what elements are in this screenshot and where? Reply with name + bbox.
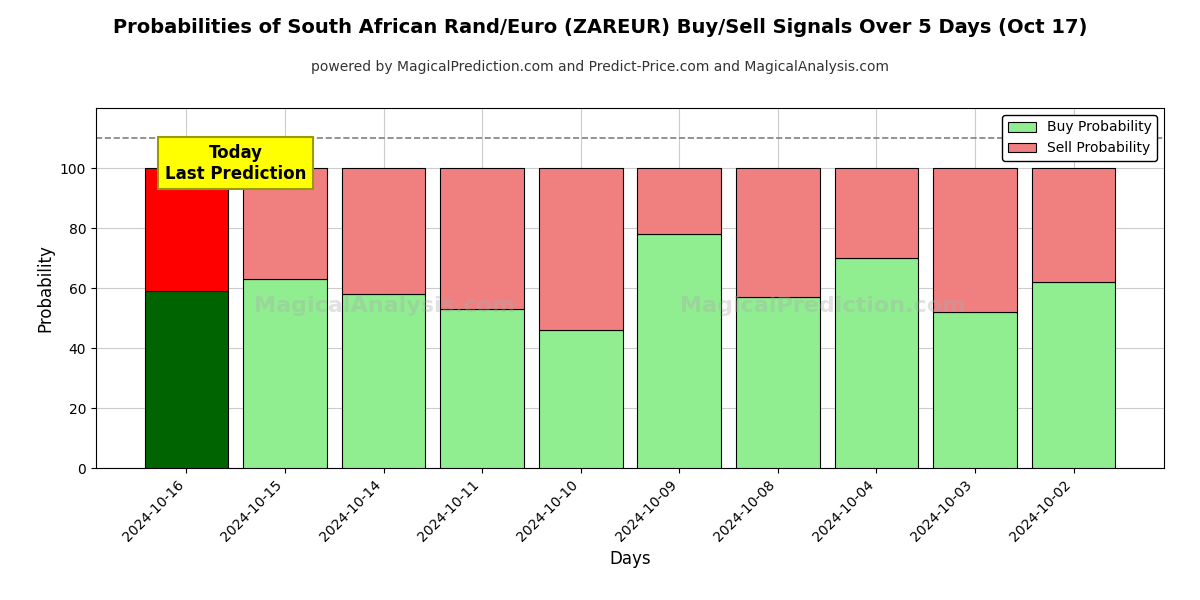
Bar	[1032, 168, 1116, 282]
Bar	[539, 330, 623, 468]
Text: Probabilities of South African Rand/Euro (ZAREUR) Buy/Sell Signals Over 5 Days (: Probabilities of South African Rand/Euro…	[113, 18, 1087, 37]
Bar	[934, 312, 1016, 468]
Bar	[244, 168, 326, 279]
Bar	[342, 168, 426, 294]
Text: powered by MagicalPrediction.com and Predict-Price.com and MagicalAnalysis.com: powered by MagicalPrediction.com and Pre…	[311, 60, 889, 74]
Bar	[1032, 282, 1116, 468]
Bar	[539, 168, 623, 330]
Bar	[342, 294, 426, 468]
Text: MagicalPrediction.com: MagicalPrediction.com	[679, 296, 965, 316]
Bar	[736, 297, 820, 468]
Bar	[736, 168, 820, 297]
Bar	[144, 291, 228, 468]
X-axis label: Days: Days	[610, 550, 650, 568]
Legend: Buy Probability, Sell Probability: Buy Probability, Sell Probability	[1002, 115, 1157, 161]
Bar	[637, 168, 721, 234]
Y-axis label: Probability: Probability	[36, 244, 54, 332]
Bar	[834, 168, 918, 258]
Text: MagicalAnalysis.com: MagicalAnalysis.com	[253, 296, 515, 316]
Bar	[440, 309, 524, 468]
Text: Today
Last Prediction: Today Last Prediction	[166, 144, 306, 183]
Bar	[834, 258, 918, 468]
Bar	[144, 168, 228, 291]
Bar	[637, 234, 721, 468]
Bar	[934, 168, 1016, 312]
Bar	[440, 168, 524, 309]
Bar	[244, 279, 326, 468]
